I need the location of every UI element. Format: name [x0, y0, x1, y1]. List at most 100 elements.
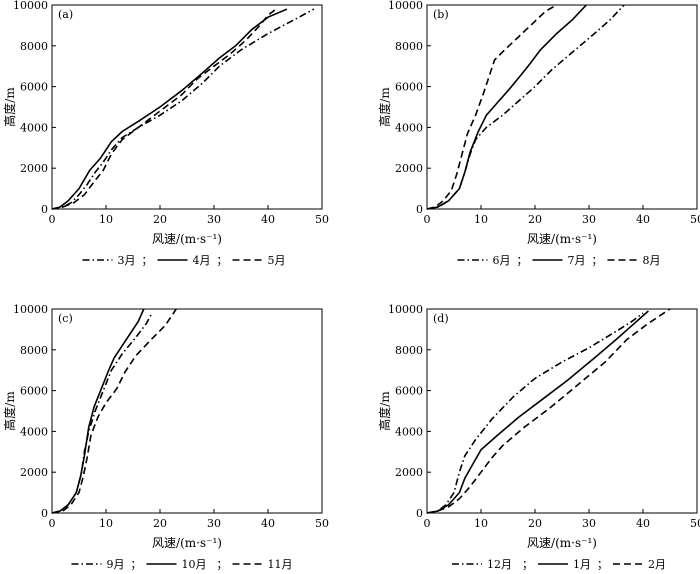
y-tick-label: 8000 [395, 344, 423, 357]
legend-label-2: 1月 [573, 558, 591, 571]
y-axis-title: 高度/m [377, 391, 392, 431]
y-tick-label: 8000 [395, 40, 423, 53]
legend-separator: ； [597, 558, 608, 571]
x-tick-label: 20 [528, 213, 542, 226]
x-tick-label: 0 [49, 213, 56, 226]
x-tick-label: 30 [207, 517, 221, 530]
legend-label-2: 10月 [182, 558, 207, 571]
series-line-2 [426, 310, 649, 514]
y-tick-label: 6000 [395, 81, 423, 94]
legend-separator: ； [592, 254, 603, 267]
y-tick-label: 8000 [20, 344, 48, 357]
panel-label: (b) [433, 8, 449, 21]
y-tick-label: 0 [41, 203, 48, 216]
plot-frame [426, 308, 698, 514]
chart-panel-3: 0 10 20 30 40 50 0 2000 4000 6000 8000 10000 风速/(m·s… [2, 303, 329, 571]
x-tick-label: 40 [261, 517, 275, 530]
y-tick-label: 4000 [395, 121, 423, 134]
legend-label-2: 7月 [568, 254, 586, 267]
x-tick-label: 50 [315, 213, 329, 226]
panel-label: (a) [58, 8, 73, 21]
y-tick-label: 2000 [395, 162, 423, 175]
legend-separator: ； [217, 558, 228, 571]
y-axis-title: 高度/m [2, 87, 17, 127]
x-tick-label: 40 [261, 213, 275, 226]
x-tick-label: 30 [207, 213, 221, 226]
y-tick-label: 6000 [20, 385, 48, 398]
x-axis-title: 风速/(m·s⁻¹) [527, 536, 597, 550]
series-line-1 [426, 312, 644, 514]
y-tick-label: 2000 [395, 466, 423, 479]
y-tick-label: 4000 [20, 425, 48, 438]
y-tick-label: 10000 [388, 303, 423, 316]
y-tick-label: 2000 [20, 162, 48, 175]
x-tick-label: 10 [99, 517, 113, 530]
y-tick-label: 2000 [20, 466, 48, 479]
panel-label: (c) [58, 312, 73, 325]
x-tick-label: 50 [315, 517, 329, 530]
x-tick-label: 0 [424, 213, 431, 226]
legend-separator: ； [217, 254, 228, 267]
legend-label-1: 9月 [107, 558, 125, 571]
plot-frame [51, 4, 323, 210]
legend: 3月 ； 4月 ； 5月 [82, 254, 286, 267]
chart-panel-2: 0 10 20 30 40 50 0 2000 4000 6000 8000 10000 风速/(m·s… [377, 0, 700, 267]
x-axis-title: 风速/(m·s⁻¹) [527, 232, 597, 246]
x-tick-label: 0 [424, 517, 431, 530]
chart-panel-1: 0 10 20 30 40 50 0 2000 4000 6000 8000 10000 风速/(m·s… [2, 0, 329, 267]
plot-frame [426, 4, 698, 210]
x-tick-label: 20 [153, 213, 167, 226]
y-tick-label: 4000 [20, 121, 48, 134]
x-axis-title: 风速/(m·s⁻¹) [152, 232, 222, 246]
y-tick-label: 10000 [388, 0, 423, 12]
legend-label-1: 6月 [493, 254, 511, 267]
series-line-2 [51, 308, 145, 514]
series-line-1 [426, 4, 625, 210]
series-line-1 [51, 312, 153, 514]
x-tick-label: 40 [636, 517, 650, 530]
x-tick-label: 30 [582, 517, 596, 530]
legend-separator: ； [517, 254, 528, 267]
legend-separator: ； [142, 254, 153, 267]
legend-label-2: 4月 [193, 254, 211, 267]
legend: 9月 ； 10月 ； 11月 [71, 558, 293, 571]
legend-separator: ； [131, 558, 142, 571]
x-tick-label: 30 [582, 213, 596, 226]
y-tick-label: 6000 [20, 81, 48, 94]
x-tick-label: 10 [99, 213, 113, 226]
x-tick-label: 10 [474, 517, 488, 530]
legend-label-1: 3月 [118, 254, 136, 267]
legend-label-1: 12月 [487, 558, 512, 571]
panel-label: (d) [433, 312, 449, 325]
y-tick-label: 10000 [13, 0, 48, 12]
series-line-3 [51, 8, 277, 210]
legend-label-3: 11月 [268, 558, 293, 571]
series-line-3 [426, 4, 557, 210]
y-tick-label: 6000 [395, 385, 423, 398]
y-axis-title: 高度/m [2, 391, 17, 431]
y-tick-label: 10000 [13, 303, 48, 316]
y-tick-label: 4000 [395, 425, 423, 438]
legend: 12月 ； 1月 ； 2月 [452, 558, 666, 571]
series-line-3 [426, 308, 671, 514]
x-tick-label: 20 [153, 517, 167, 530]
chart-panel-4: 0 10 20 30 40 50 0 2000 4000 6000 8000 10000 风速/(m·s… [377, 303, 700, 571]
series-line-3 [51, 308, 177, 514]
x-tick-label: 50 [690, 517, 700, 530]
x-tick-label: 20 [528, 517, 542, 530]
series-line-1 [51, 8, 315, 210]
plot-frame [51, 308, 323, 514]
x-axis-title: 风速/(m·s⁻¹) [152, 536, 222, 550]
y-tick-label: 0 [416, 203, 423, 216]
x-tick-label: 50 [690, 213, 700, 226]
y-tick-label: 0 [41, 507, 48, 520]
legend-label-3: 2月 [648, 558, 666, 571]
y-tick-label: 8000 [20, 40, 48, 53]
legend: 6月 ； 7月 ； 8月 [457, 254, 661, 267]
x-tick-label: 0 [49, 517, 56, 530]
x-tick-label: 40 [636, 213, 650, 226]
x-tick-label: 10 [474, 213, 488, 226]
legend-separator: ； [522, 558, 533, 571]
y-tick-label: 0 [416, 507, 423, 520]
